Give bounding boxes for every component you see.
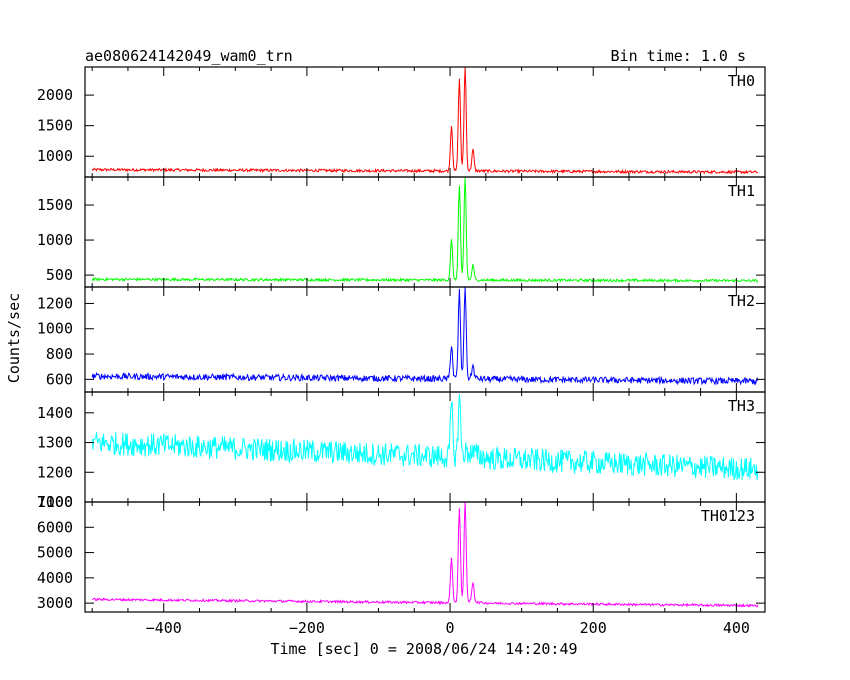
series-line-th0	[91, 67, 759, 175]
panel-th3: 1100 1200 1300 1400 TH3	[37, 391, 766, 511]
x-tick-label: −200	[289, 619, 325, 637]
x-tick-labels: −400 −200 0 200 400	[146, 619, 750, 637]
y-tick-label: 800	[46, 345, 73, 363]
x-tick-label: 0	[446, 619, 455, 637]
y-tick-label: 1200	[37, 463, 73, 481]
y-tick-label: 3000	[37, 594, 73, 612]
panel-label-th0123: TH0123	[701, 507, 755, 525]
panel-th2: 600 800 1000 1200 TH2	[37, 286, 766, 393]
y-tick-label: 6000	[37, 518, 73, 536]
y-tick-label: 1200	[37, 294, 73, 312]
x-tick-label: 400	[723, 619, 750, 637]
x-axis-label: Time [sec] 0 = 2008/06/24 14:20:49	[270, 640, 577, 658]
panel-frame	[84, 501, 766, 613]
y-tick-label: 1500	[37, 117, 73, 135]
y-tick-label: 7000	[37, 493, 73, 511]
y-tick-label: 1500	[37, 196, 73, 214]
series-line-th2	[91, 287, 759, 386]
bin-time-label: Bin time: 1.0 s	[611, 47, 746, 65]
panel-label-th0: TH0	[728, 72, 755, 90]
y-tick-label: 500	[46, 266, 73, 284]
panel-th1: 500 1000 1500 TH1	[37, 176, 766, 288]
panel-frame	[84, 66, 766, 178]
panels: 100015002000TH050010001500TH160080010001…	[37, 66, 766, 613]
chart-title: ae080624142049_wam0_trn	[85, 47, 293, 65]
y-tick-label: 1000	[37, 320, 73, 338]
panel-th0123: 3000 4000 5000 6000 7000 TH0123	[37, 493, 766, 613]
panel-label-th2: TH2	[728, 292, 755, 310]
series-line-th3	[91, 393, 759, 481]
panel-frame	[84, 176, 766, 288]
y-tick-label: 2000	[37, 86, 73, 104]
panel-label-th3: TH3	[728, 397, 755, 415]
y-tick-label: 1400	[37, 404, 73, 422]
y-tick-label: 1000	[37, 147, 73, 165]
y-axis-label: Counts/sec	[5, 293, 23, 383]
y-tick-label: 1300	[37, 434, 73, 452]
y-tick-label: 4000	[37, 569, 73, 587]
y-tick-label: 600	[46, 370, 73, 388]
y-tick-label: 5000	[37, 544, 73, 562]
panel-frame	[84, 391, 766, 503]
series-line-th0123	[92, 502, 759, 608]
y-tick-label: 1100	[37, 493, 73, 511]
panel-label-th1: TH1	[728, 182, 755, 200]
x-tick-label: −400	[146, 619, 182, 637]
panel-th0: 1000 1500 2000 TH0	[37, 66, 766, 178]
y-tick-label: 1000	[37, 231, 73, 249]
series-line-th1	[91, 177, 759, 284]
x-tick-label: 200	[580, 619, 607, 637]
